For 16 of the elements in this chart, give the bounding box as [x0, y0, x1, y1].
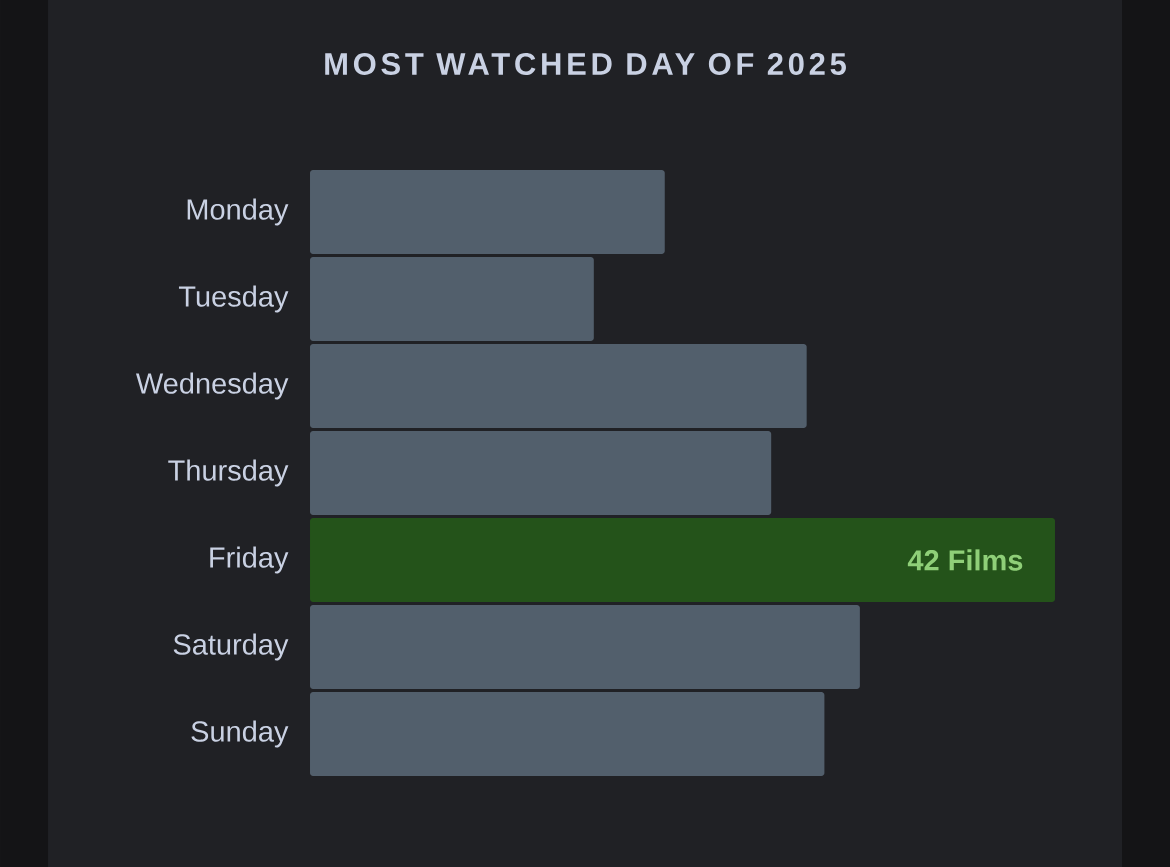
- bar: [310, 170, 665, 254]
- chart-title: MOST WATCHED DAY OF 2025: [325, 53, 846, 75]
- bar: [310, 691, 825, 776]
- y-tick-label: Saturday: [173, 633, 289, 661]
- bar: [310, 430, 772, 515]
- y-tick-label: Tuesday: [178, 285, 289, 313]
- y-tick-label: Wednesday: [135, 372, 289, 400]
- y-tick-label: Thursday: [168, 459, 289, 487]
- y-tick-label: Sunday: [191, 720, 289, 748]
- bar: [310, 517, 1055, 602]
- y-tick-label: Friday: [210, 546, 289, 574]
- bar: [310, 604, 860, 689]
- bar: [310, 256, 594, 341]
- y-tick-label: Monday: [187, 198, 289, 226]
- data-label: 42 Films: [907, 549, 1023, 571]
- bar: [310, 343, 807, 428]
